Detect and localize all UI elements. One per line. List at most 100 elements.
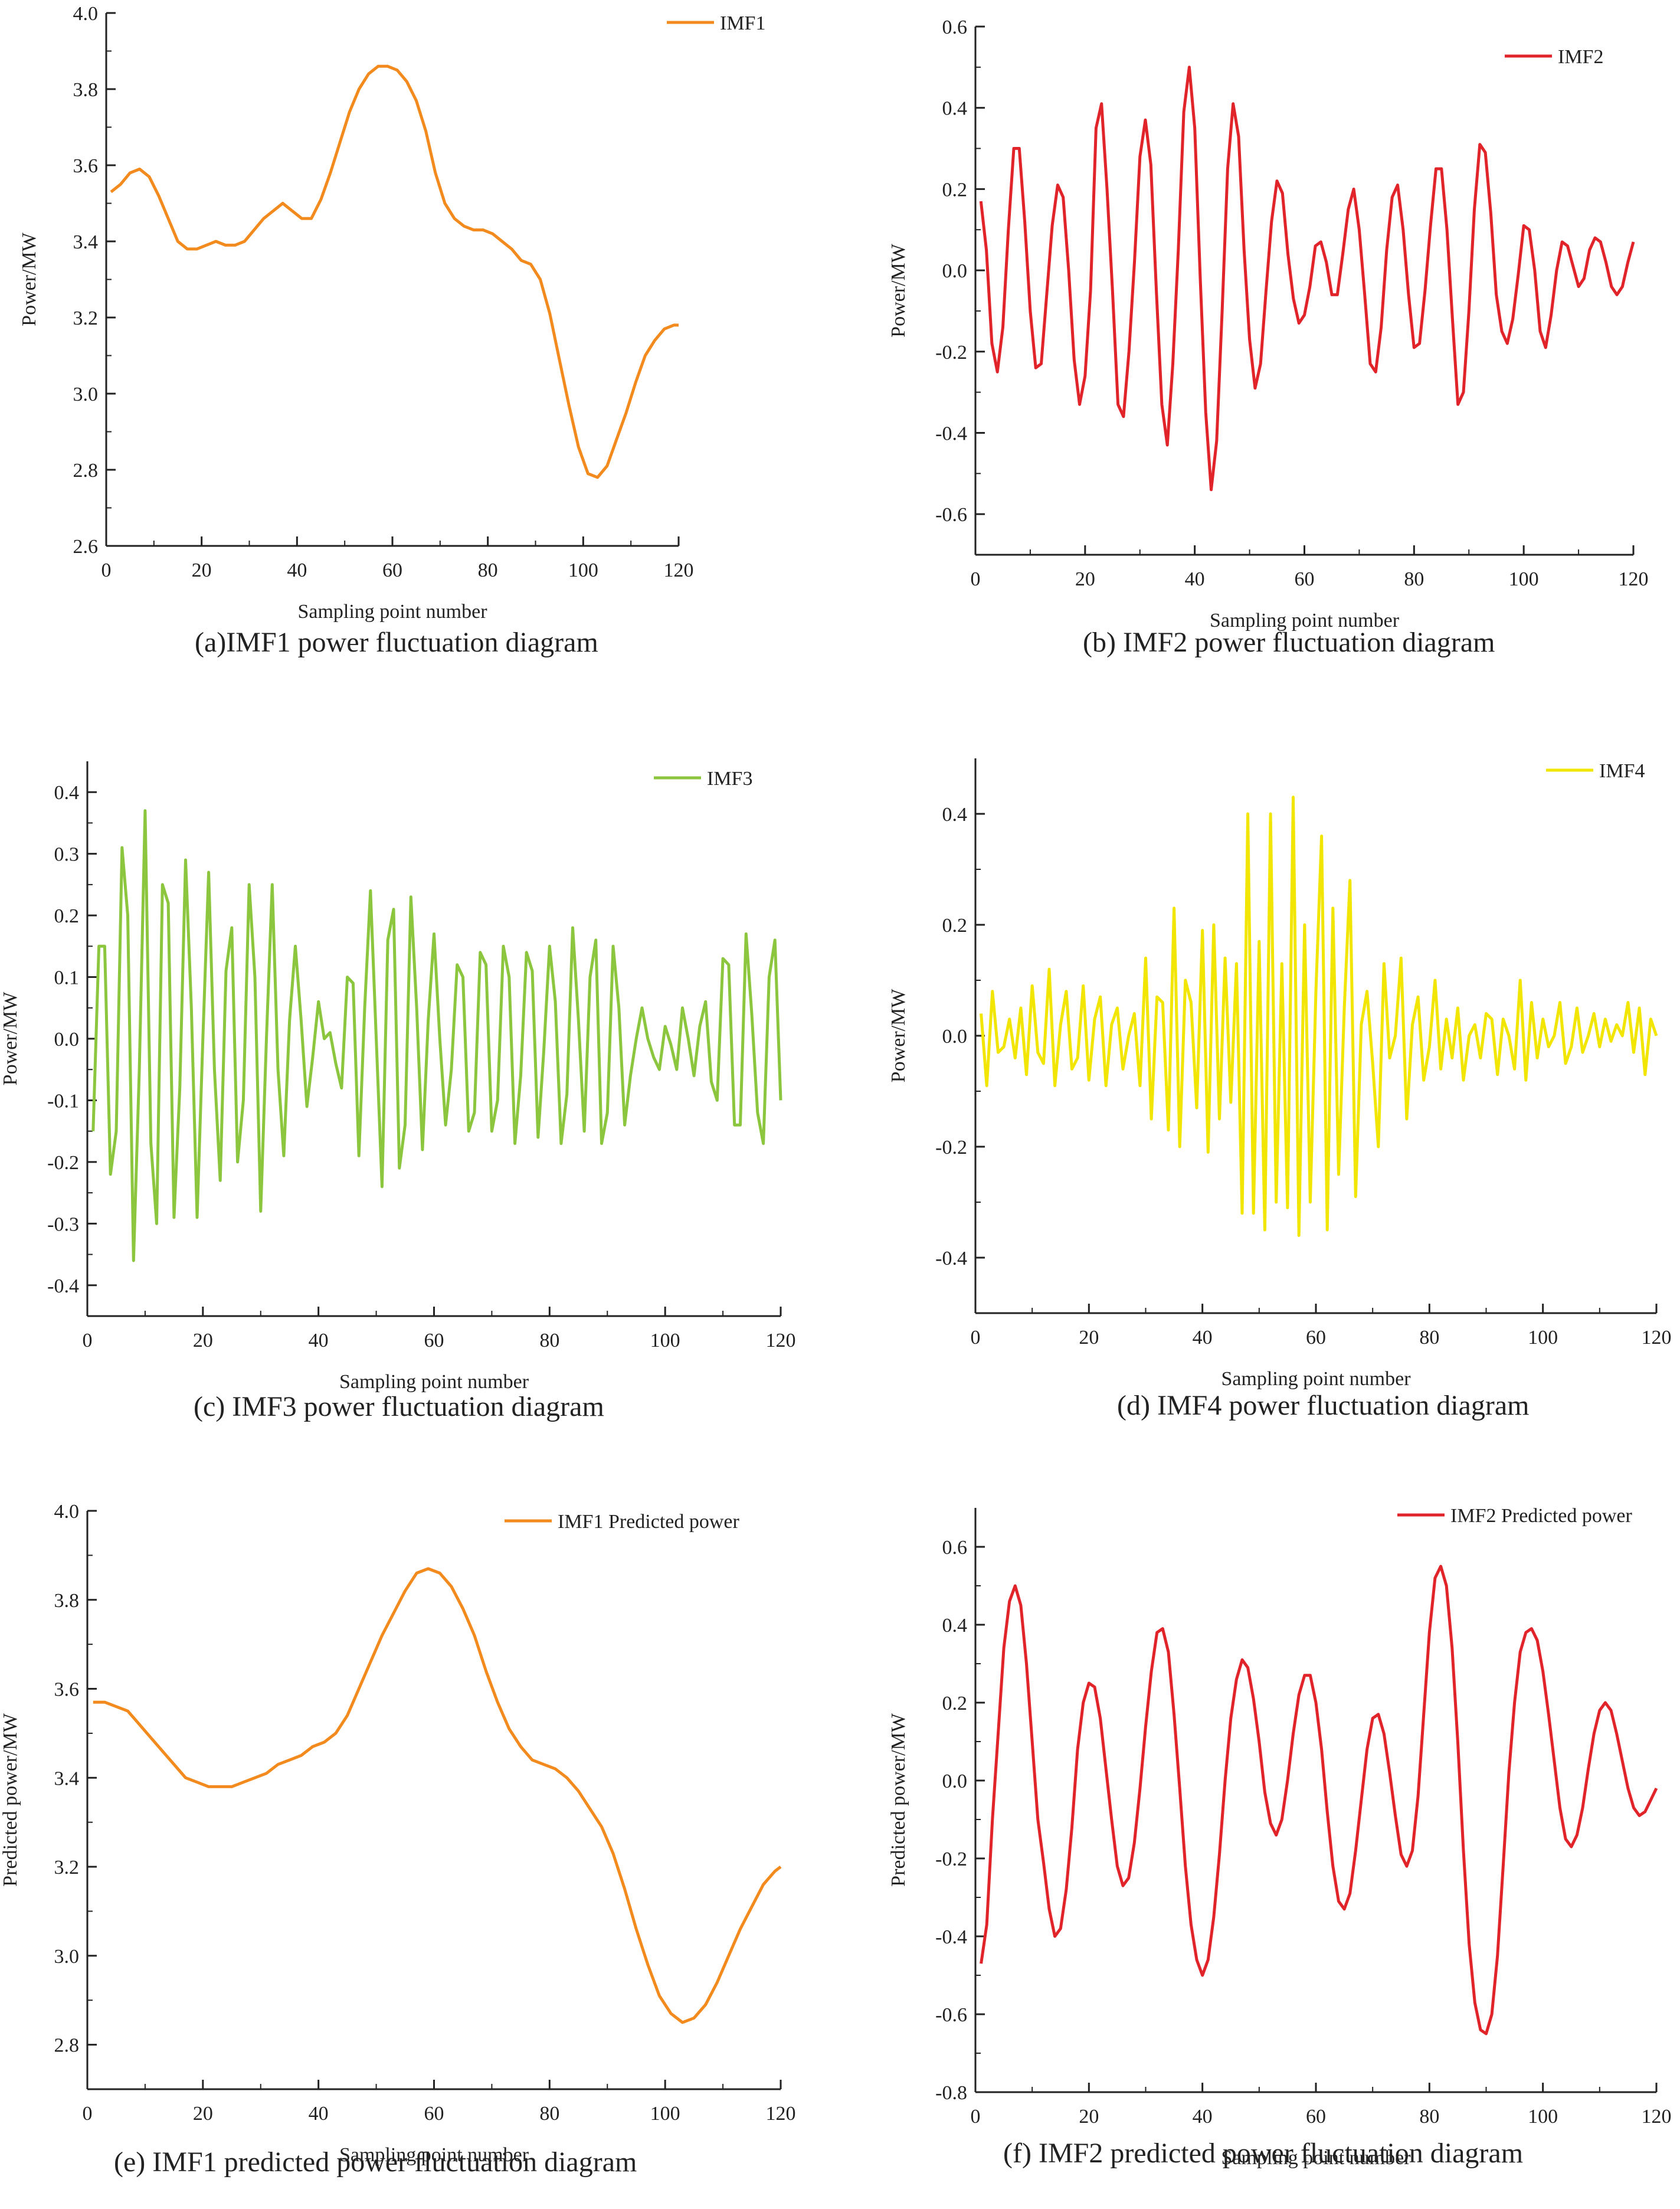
y-tick-label: 3.0 (73, 384, 99, 405)
y-tick-label: 3.8 (73, 79, 99, 101)
x-tick-label: 100 (650, 1330, 680, 1351)
caption-b: (b) IMF2 power fluctuation diagram (1083, 627, 1495, 658)
x-tick-label: 60 (424, 2103, 444, 2125)
x-axis-label: Sampling point number (339, 1371, 529, 1393)
legend-label: IMF1 (720, 12, 765, 34)
y-tick-label: 0.0 (942, 260, 968, 282)
x-tick-label: 20 (1079, 1327, 1099, 1349)
caption-a: (a)IMF1 power fluctuation diagram (195, 627, 598, 658)
y-tick-label: 0.4 (942, 804, 968, 826)
y-tick-label: 0.0 (54, 1029, 80, 1050)
y-tick-label: 2.6 (73, 536, 99, 558)
y-axis-label: Power/MW (888, 989, 909, 1083)
x-axis-label: Sampling point number (1221, 1368, 1411, 1390)
x-tick-label: 100 (1528, 1327, 1558, 1349)
x-tick-label: 0 (971, 1327, 981, 1349)
x-tick-label: 120 (766, 2103, 796, 2125)
x-tick-label: 60 (1306, 1327, 1326, 1349)
caption-d: (d) IMF4 power fluctuation diagram (1117, 1390, 1530, 1421)
x-tick-label: 80 (539, 2103, 559, 2125)
y-tick-label: -0.6 (935, 504, 967, 526)
y-tick-label: -0.4 (935, 423, 967, 444)
x-tick-label: 60 (1306, 2106, 1326, 2128)
y-axis-label: Predicted power/MW (888, 1713, 909, 1887)
y-tick-label: 3.2 (73, 307, 99, 329)
x-axis-label: Sampling point number (339, 2144, 529, 2166)
y-tick-label: 0.2 (942, 1693, 968, 1714)
x-tick-label: 120 (1642, 1327, 1672, 1349)
x-tick-label: 100 (1509, 568, 1539, 590)
y-tick-label: 0.0 (942, 1026, 968, 1048)
y-axis-label: Predicted power/MW (0, 1713, 21, 1887)
x-tick-label: 20 (193, 1330, 213, 1351)
y-tick-label: 2.8 (73, 460, 99, 482)
y-tick-label: -0.4 (935, 1926, 967, 1948)
y-tick-label: -0.6 (935, 2004, 967, 2026)
y-tick-label: -0.3 (47, 1213, 79, 1235)
x-tick-label: 60 (424, 1330, 444, 1351)
y-tick-label: 0.3 (54, 844, 80, 866)
y-tick-label: 3.4 (73, 231, 99, 253)
x-tick-label: 0 (971, 568, 981, 590)
x-tick-label: 20 (193, 2103, 213, 2125)
y-tick-label: 3.6 (54, 1679, 80, 1701)
y-tick-label: -0.2 (935, 1137, 967, 1159)
y-tick-label: -0.2 (935, 342, 967, 364)
legend: IMF4 (1546, 760, 1645, 782)
x-tick-label: 80 (1404, 568, 1424, 590)
y-tick-label: 4.0 (73, 3, 99, 25)
y-tick-label: 2.8 (54, 2035, 80, 2057)
x-tick-label: 20 (1075, 568, 1095, 590)
x-tick-label: 40 (1185, 568, 1205, 590)
legend: IMF1 Predicted power (505, 1511, 740, 1533)
legend-label: IMF4 (1599, 760, 1645, 782)
legend: IMF2 Predicted power (1397, 1505, 1633, 1527)
x-tick-label: 60 (382, 559, 402, 581)
y-tick-label: 0.4 (942, 1615, 968, 1637)
y-tick-label: 0.6 (942, 17, 968, 38)
y-tick-label: -0.4 (47, 1275, 79, 1297)
y-tick-label: 0.2 (942, 915, 968, 937)
x-tick-label: 120 (766, 1330, 796, 1351)
legend: IMF3 (654, 768, 752, 790)
series-line (980, 796, 1658, 1237)
caption-e: (e) IMF1 predicted power fluctuation dia… (114, 2146, 637, 2178)
y-tick-label: 0.2 (54, 905, 80, 927)
x-tick-label: 120 (1619, 568, 1649, 590)
x-tick-label: 40 (1193, 2106, 1213, 2128)
x-tick-label: 120 (664, 559, 694, 581)
series-line (91, 809, 782, 1262)
x-tick-label: 20 (192, 559, 212, 581)
y-tick-label: -0.1 (47, 1090, 79, 1112)
y-tick-label: 3.4 (54, 1768, 80, 1789)
legend: IMF1 (667, 12, 765, 34)
x-axis-label: Sampling point number (1210, 610, 1400, 631)
x-tick-label: 40 (1193, 1327, 1213, 1349)
series-line (93, 1567, 782, 2024)
legend-label: IMF3 (707, 768, 752, 790)
x-tick-label: 80 (1419, 1327, 1439, 1349)
x-tick-label: 40 (309, 1330, 329, 1351)
y-axis-label: Power/MW (0, 991, 21, 1086)
x-tick-label: 80 (1419, 2106, 1439, 2128)
caption-c: (c) IMF3 power fluctuation diagram (194, 1391, 604, 1422)
x-tick-label: 0 (83, 2103, 93, 2125)
y-tick-label: 3.6 (73, 155, 99, 177)
x-axis-label: Sampling point number (297, 601, 487, 623)
x-tick-label: 40 (309, 2103, 329, 2125)
legend: IMF2 (1505, 46, 1603, 68)
x-tick-label: 20 (1079, 2106, 1099, 2128)
x-tick-label: 100 (1528, 2106, 1558, 2128)
legend-label: IMF2 (1558, 46, 1603, 68)
x-tick-label: 60 (1295, 568, 1315, 590)
x-tick-label: 0 (101, 559, 112, 581)
x-axis-label: Sampling point number (1221, 2147, 1411, 2169)
x-tick-label: 0 (971, 2106, 981, 2128)
y-axis-label: Power/MW (888, 243, 909, 338)
y-tick-label: 3.2 (54, 1857, 80, 1879)
